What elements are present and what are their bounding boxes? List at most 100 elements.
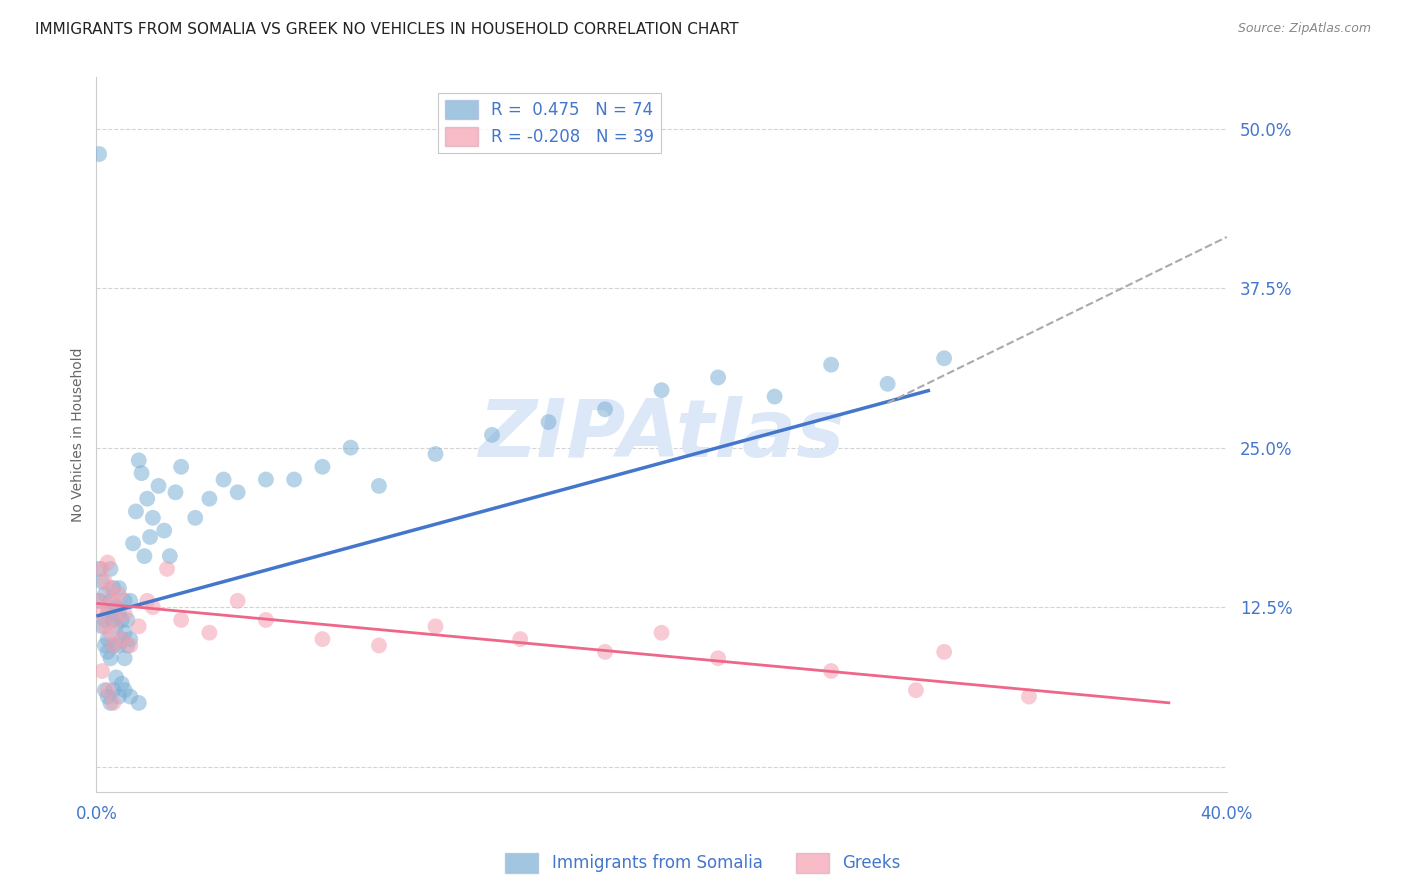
Point xyxy=(103,683,125,698)
Point xyxy=(339,441,361,455)
Point xyxy=(100,562,122,576)
Point xyxy=(184,511,207,525)
Point xyxy=(103,639,125,653)
Point xyxy=(114,625,136,640)
Point xyxy=(934,351,956,366)
Point xyxy=(117,613,139,627)
Point xyxy=(820,358,842,372)
Point xyxy=(103,639,125,653)
Point xyxy=(593,402,616,417)
Point xyxy=(707,370,730,384)
Point xyxy=(120,594,142,608)
Point xyxy=(128,453,150,467)
Point xyxy=(120,632,142,646)
Point xyxy=(103,613,125,627)
Point xyxy=(198,625,221,640)
Point xyxy=(142,511,165,525)
Point xyxy=(94,619,117,633)
Point xyxy=(97,556,120,570)
Point xyxy=(212,473,235,487)
Point xyxy=(108,587,131,601)
Point xyxy=(156,562,179,576)
Point xyxy=(97,645,120,659)
Point xyxy=(114,607,136,621)
Point xyxy=(91,664,114,678)
Point xyxy=(651,383,673,397)
Point xyxy=(128,619,150,633)
Point xyxy=(425,447,447,461)
Point xyxy=(111,677,134,691)
Point xyxy=(311,632,333,646)
Point xyxy=(97,600,120,615)
Point xyxy=(481,428,503,442)
Point xyxy=(122,536,145,550)
Point xyxy=(91,562,114,576)
Point xyxy=(131,466,153,480)
Point xyxy=(226,485,249,500)
Legend: R =  0.475   N = 74, R = -0.208   N = 39: R = 0.475 N = 74, R = -0.208 N = 39 xyxy=(439,93,661,153)
Point xyxy=(89,594,111,608)
Legend: Immigrants from Somalia, Greeks: Immigrants from Somalia, Greeks xyxy=(498,847,908,880)
Point xyxy=(136,491,159,506)
Point xyxy=(114,594,136,608)
Point xyxy=(120,639,142,653)
Point xyxy=(89,562,111,576)
Point xyxy=(105,600,128,615)
Point xyxy=(111,632,134,646)
Point xyxy=(128,696,150,710)
Point xyxy=(148,479,170,493)
Y-axis label: No Vehicles in Household: No Vehicles in Household xyxy=(72,348,86,522)
Point xyxy=(108,690,131,704)
Point xyxy=(114,651,136,665)
Point xyxy=(94,683,117,698)
Point xyxy=(94,613,117,627)
Point xyxy=(103,696,125,710)
Point xyxy=(97,690,120,704)
Point xyxy=(170,613,193,627)
Point xyxy=(100,651,122,665)
Point xyxy=(593,645,616,659)
Point xyxy=(283,473,305,487)
Point xyxy=(108,639,131,653)
Point xyxy=(120,690,142,704)
Point xyxy=(89,594,111,608)
Point xyxy=(134,549,156,563)
Point xyxy=(876,376,898,391)
Point xyxy=(91,574,114,589)
Point xyxy=(117,639,139,653)
Point xyxy=(226,594,249,608)
Point xyxy=(94,639,117,653)
Text: ZIPAtlas: ZIPAtlas xyxy=(478,396,845,474)
Point xyxy=(425,619,447,633)
Point xyxy=(311,459,333,474)
Point xyxy=(97,683,120,698)
Point xyxy=(165,485,187,500)
Point xyxy=(100,581,122,595)
Point xyxy=(170,459,193,474)
Point xyxy=(651,625,673,640)
Point xyxy=(934,645,956,659)
Text: Source: ZipAtlas.com: Source: ZipAtlas.com xyxy=(1237,22,1371,36)
Point xyxy=(136,594,159,608)
Point xyxy=(142,600,165,615)
Point xyxy=(509,632,531,646)
Point xyxy=(1018,690,1040,704)
Point xyxy=(153,524,176,538)
Point xyxy=(254,613,277,627)
Point xyxy=(108,581,131,595)
Point xyxy=(97,607,120,621)
Point xyxy=(103,581,125,595)
Point xyxy=(91,607,114,621)
Point xyxy=(111,632,134,646)
Point xyxy=(198,491,221,506)
Point xyxy=(707,651,730,665)
Text: IMMIGRANTS FROM SOMALIA VS GREEK NO VEHICLES IN HOUSEHOLD CORRELATION CHART: IMMIGRANTS FROM SOMALIA VS GREEK NO VEHI… xyxy=(35,22,738,37)
Point xyxy=(125,504,148,518)
Point xyxy=(94,574,117,589)
Point xyxy=(103,594,125,608)
Point xyxy=(108,607,131,621)
Point xyxy=(100,594,122,608)
Point xyxy=(159,549,181,563)
Point xyxy=(91,619,114,633)
Point xyxy=(105,619,128,633)
